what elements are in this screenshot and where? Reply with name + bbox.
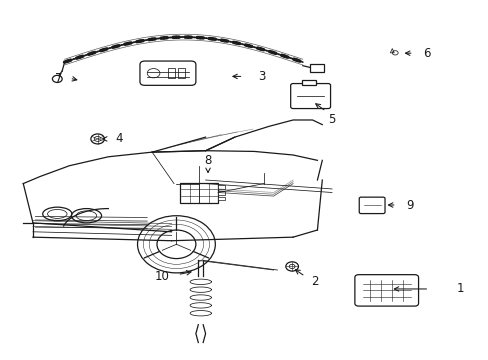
- Text: 10: 10: [154, 270, 169, 283]
- Text: 3: 3: [257, 70, 264, 83]
- FancyBboxPatch shape: [354, 275, 418, 306]
- FancyBboxPatch shape: [359, 197, 384, 213]
- FancyBboxPatch shape: [140, 61, 196, 85]
- Circle shape: [285, 262, 298, 271]
- Text: 4: 4: [116, 132, 123, 145]
- Bar: [218, 197, 224, 201]
- Text: 2: 2: [311, 275, 318, 288]
- Text: 5: 5: [327, 113, 335, 126]
- Circle shape: [137, 216, 215, 273]
- Polygon shape: [389, 49, 393, 53]
- Text: 7: 7: [55, 72, 62, 85]
- Bar: [218, 185, 224, 189]
- Bar: [168, 68, 175, 78]
- Circle shape: [91, 134, 104, 144]
- Text: 9: 9: [405, 198, 413, 212]
- Bar: [309, 64, 323, 72]
- Bar: [180, 183, 218, 203]
- Text: 1: 1: [456, 283, 464, 296]
- Bar: [301, 80, 316, 85]
- Circle shape: [157, 230, 196, 258]
- Bar: [178, 68, 185, 78]
- Bar: [218, 191, 224, 195]
- Text: 8: 8: [204, 154, 211, 167]
- Text: 6: 6: [422, 47, 430, 60]
- FancyBboxPatch shape: [290, 84, 330, 109]
